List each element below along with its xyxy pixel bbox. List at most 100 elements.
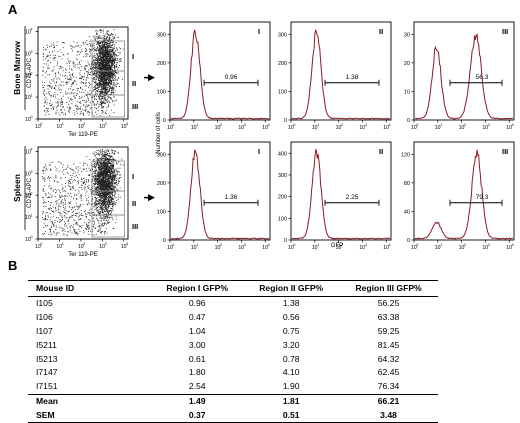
scatter-dot (47, 102, 48, 103)
scatter-dot (77, 94, 78, 95)
scatter-dot (107, 222, 108, 223)
scatter-dot (76, 95, 77, 96)
scatter-dot (102, 88, 103, 89)
scatter-dot (55, 192, 56, 193)
scatter-dot (112, 52, 113, 53)
scatter-dot (42, 176, 43, 177)
scatter-dot (94, 45, 95, 46)
scatter-dot (118, 73, 119, 74)
scatter-dot (93, 74, 94, 75)
scatter-dot (108, 161, 109, 162)
scatter-dot (112, 87, 113, 88)
scatter-dot (69, 211, 70, 212)
scatter-dot (109, 64, 110, 65)
scatter-dot (71, 209, 72, 210)
scatter-dot (109, 101, 110, 102)
scatter-dot (97, 31, 98, 32)
scatter-dot (52, 221, 53, 222)
scatter-dot (60, 192, 61, 193)
scatter-dot (61, 68, 62, 69)
scatter-dot (100, 228, 101, 229)
scatter-dot (86, 198, 87, 199)
scatter-dot (48, 176, 49, 177)
scatter-dot (99, 81, 100, 82)
scatter-dot (99, 93, 100, 94)
scatter-dot (76, 206, 77, 207)
scatter-dot (66, 70, 67, 71)
scatter-dot (112, 36, 113, 37)
scatter-dot (113, 87, 114, 88)
scatter-dot (93, 164, 94, 165)
scatter-dot (95, 202, 96, 203)
scatter-dot (68, 53, 69, 54)
scatter-dot (82, 97, 83, 98)
scatter-dot (64, 226, 65, 227)
scatter-dot (80, 70, 81, 71)
histogram-region-label: III (502, 27, 508, 36)
scatter-dot (115, 90, 116, 91)
scatter-dot (81, 215, 82, 216)
scatter-dot (80, 75, 81, 76)
scatter-dot (58, 209, 59, 210)
scatter-dot (98, 107, 99, 108)
scatter-dot (104, 55, 105, 56)
scatter-dot (107, 58, 108, 59)
scatter-dot (92, 97, 93, 98)
scatter-dot (89, 105, 90, 106)
scatter-dot (113, 62, 114, 63)
scatter-dot (63, 174, 64, 175)
scatter-dot (104, 61, 105, 62)
scatter-dot (46, 104, 47, 105)
scatter-dot (46, 71, 47, 72)
scatter-dot (86, 94, 87, 95)
scatter-dot (91, 68, 92, 69)
scatter-dot (106, 228, 107, 229)
scatter-dot (56, 210, 57, 211)
scatter-dot (94, 209, 95, 210)
scatter-dot (93, 81, 94, 82)
scatter-dot (118, 78, 119, 79)
scatter-dot (45, 101, 46, 102)
scatter-dot (78, 190, 79, 191)
scatter-dot (83, 115, 84, 116)
scatter-dot (81, 45, 82, 46)
scatter-dot (86, 214, 87, 215)
scatter-dot (107, 63, 108, 64)
scatter-dot (104, 231, 105, 232)
scatter-dot (53, 109, 54, 110)
scatter-dot (113, 92, 114, 93)
scatter-dot (65, 206, 66, 207)
scatter-dot (107, 57, 108, 58)
scatter-dot (94, 47, 95, 48)
scatter-dot (97, 93, 98, 94)
scatter-dot (66, 217, 67, 218)
scatter-dot (84, 187, 85, 188)
scatter-dot (99, 197, 100, 198)
scatter-dot (86, 53, 87, 54)
scatter-dot (99, 106, 100, 107)
scatter-dot (54, 88, 55, 89)
scatter-dot (45, 218, 46, 219)
scatter-dot (85, 184, 86, 185)
scatter-dot (84, 77, 85, 78)
scatter-dot (94, 96, 95, 97)
scatter-dot (43, 189, 44, 190)
scatter-dot (111, 168, 112, 169)
scatter-dot (87, 112, 88, 113)
scatter-dot (71, 177, 72, 178)
scatter-dot (94, 224, 95, 225)
scatter-dot (87, 227, 88, 228)
scatter-dot (107, 218, 108, 219)
scatter-dot (87, 225, 88, 226)
scatter-dot (44, 111, 45, 112)
scatter-dot (63, 207, 64, 208)
scatter-dot (76, 168, 77, 169)
scatter-dot (54, 181, 55, 182)
scatter-dot (50, 213, 51, 214)
scatter-dot (107, 75, 108, 76)
scatter-dot (117, 79, 118, 80)
scatter-dot (101, 105, 102, 106)
scatter-dot (100, 115, 101, 116)
scatter-dot (100, 38, 101, 39)
scatter-dot (117, 69, 118, 70)
